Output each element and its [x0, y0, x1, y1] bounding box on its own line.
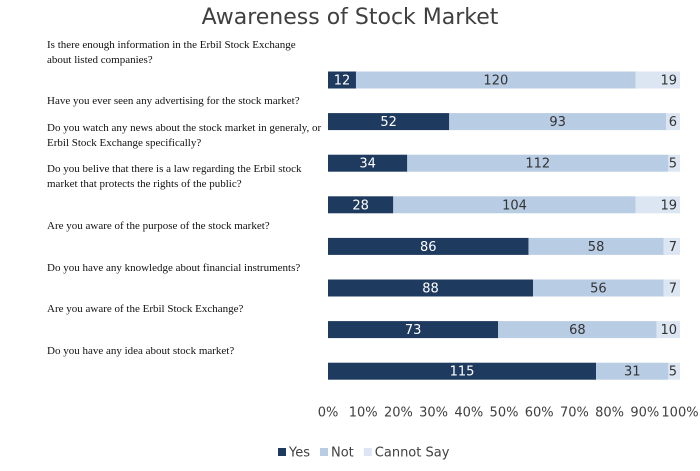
category-label: Is there enough information in the Erbil…: [47, 38, 296, 66]
legend-label: Cannot Say: [375, 446, 450, 461]
data-label: 34: [359, 157, 376, 172]
bar-segment: [668, 154, 680, 172]
data-label: 88: [422, 282, 439, 297]
data-label: 56: [590, 282, 607, 297]
x-tick-label: 70%: [560, 406, 589, 421]
chart-title: Awareness of Stock Market: [201, 5, 499, 30]
bar-segment: [528, 237, 664, 255]
data-label: 5: [669, 365, 677, 380]
bar-segment: [666, 113, 680, 131]
data-label: 73: [405, 323, 422, 338]
bar-segment: [663, 237, 680, 255]
category-label: Are you aware of the Erbil Stock Exchang…: [47, 303, 244, 316]
data-label: 19: [660, 74, 677, 89]
bar-segment: [449, 113, 667, 131]
x-tick-label: 80%: [595, 406, 624, 421]
bar-segment: [328, 71, 356, 89]
bar-segment: [328, 196, 394, 214]
data-label: 58: [588, 240, 605, 255]
bar-segment: [533, 279, 664, 297]
bar-segment: [498, 321, 657, 339]
data-label: 7: [669, 240, 677, 255]
legend-label: Yes: [288, 446, 310, 461]
x-tick-label: 90%: [630, 406, 659, 421]
x-tick-label: 10%: [349, 406, 378, 421]
legend-swatch: [320, 448, 328, 456]
data-label: 12: [334, 74, 351, 89]
bar-segment: [596, 362, 669, 380]
data-label: 93: [549, 115, 566, 130]
data-label: 68: [569, 323, 586, 338]
data-label: 112: [525, 157, 550, 172]
data-label: 5: [669, 157, 677, 172]
bar-segment: [328, 279, 534, 297]
data-label: 115: [450, 365, 475, 380]
data-label: 31: [624, 365, 641, 380]
bar-segment: [663, 279, 680, 297]
data-label: 52: [380, 115, 397, 130]
bar-segment: [393, 196, 636, 214]
data-label: 6: [669, 115, 677, 130]
x-tick-label: 50%: [490, 406, 519, 421]
category-label: Are you aware of the purpose of the stoc…: [47, 219, 270, 232]
legend-swatch: [363, 448, 372, 456]
x-tick-label: 40%: [454, 406, 483, 421]
bar-segment: [355, 71, 636, 89]
x-tick-label: 100%: [661, 406, 698, 421]
bar-segment: [328, 154, 408, 172]
data-label: 104: [502, 198, 527, 213]
data-label: 10: [660, 323, 677, 338]
category-label: Do you belive that there is a law regard…: [47, 163, 302, 191]
data-label: 86: [420, 240, 437, 255]
bar-segment: [407, 154, 669, 172]
bar-segment: [668, 362, 680, 380]
x-tick-label: 30%: [419, 406, 448, 421]
data-label: 19: [660, 198, 677, 213]
bar-segment: [656, 321, 680, 339]
x-tick-label: 0%: [318, 406, 339, 421]
x-tick-label: 60%: [525, 406, 554, 421]
bar-segment: [328, 237, 529, 255]
category-label: Do you watch any news about the stock ma…: [47, 121, 322, 149]
x-tick-label: 20%: [384, 406, 413, 421]
category-label: Have you ever seen any advertising for t…: [47, 95, 300, 108]
data-label: 120: [483, 74, 508, 89]
legend-swatch: [278, 448, 286, 456]
category-label: Do you have any idea about stock market?: [47, 344, 235, 357]
bar-segment: [328, 321, 499, 339]
bar-segment: [328, 362, 597, 380]
data-label: 7: [669, 282, 677, 297]
data-label: 28: [352, 198, 369, 213]
bar-segment: [635, 196, 680, 214]
bar-segment: [328, 113, 450, 131]
bar-segment: [635, 71, 680, 89]
category-label: Do you have any knowledge about financia…: [47, 261, 301, 274]
legend-label: Not: [331, 446, 354, 461]
